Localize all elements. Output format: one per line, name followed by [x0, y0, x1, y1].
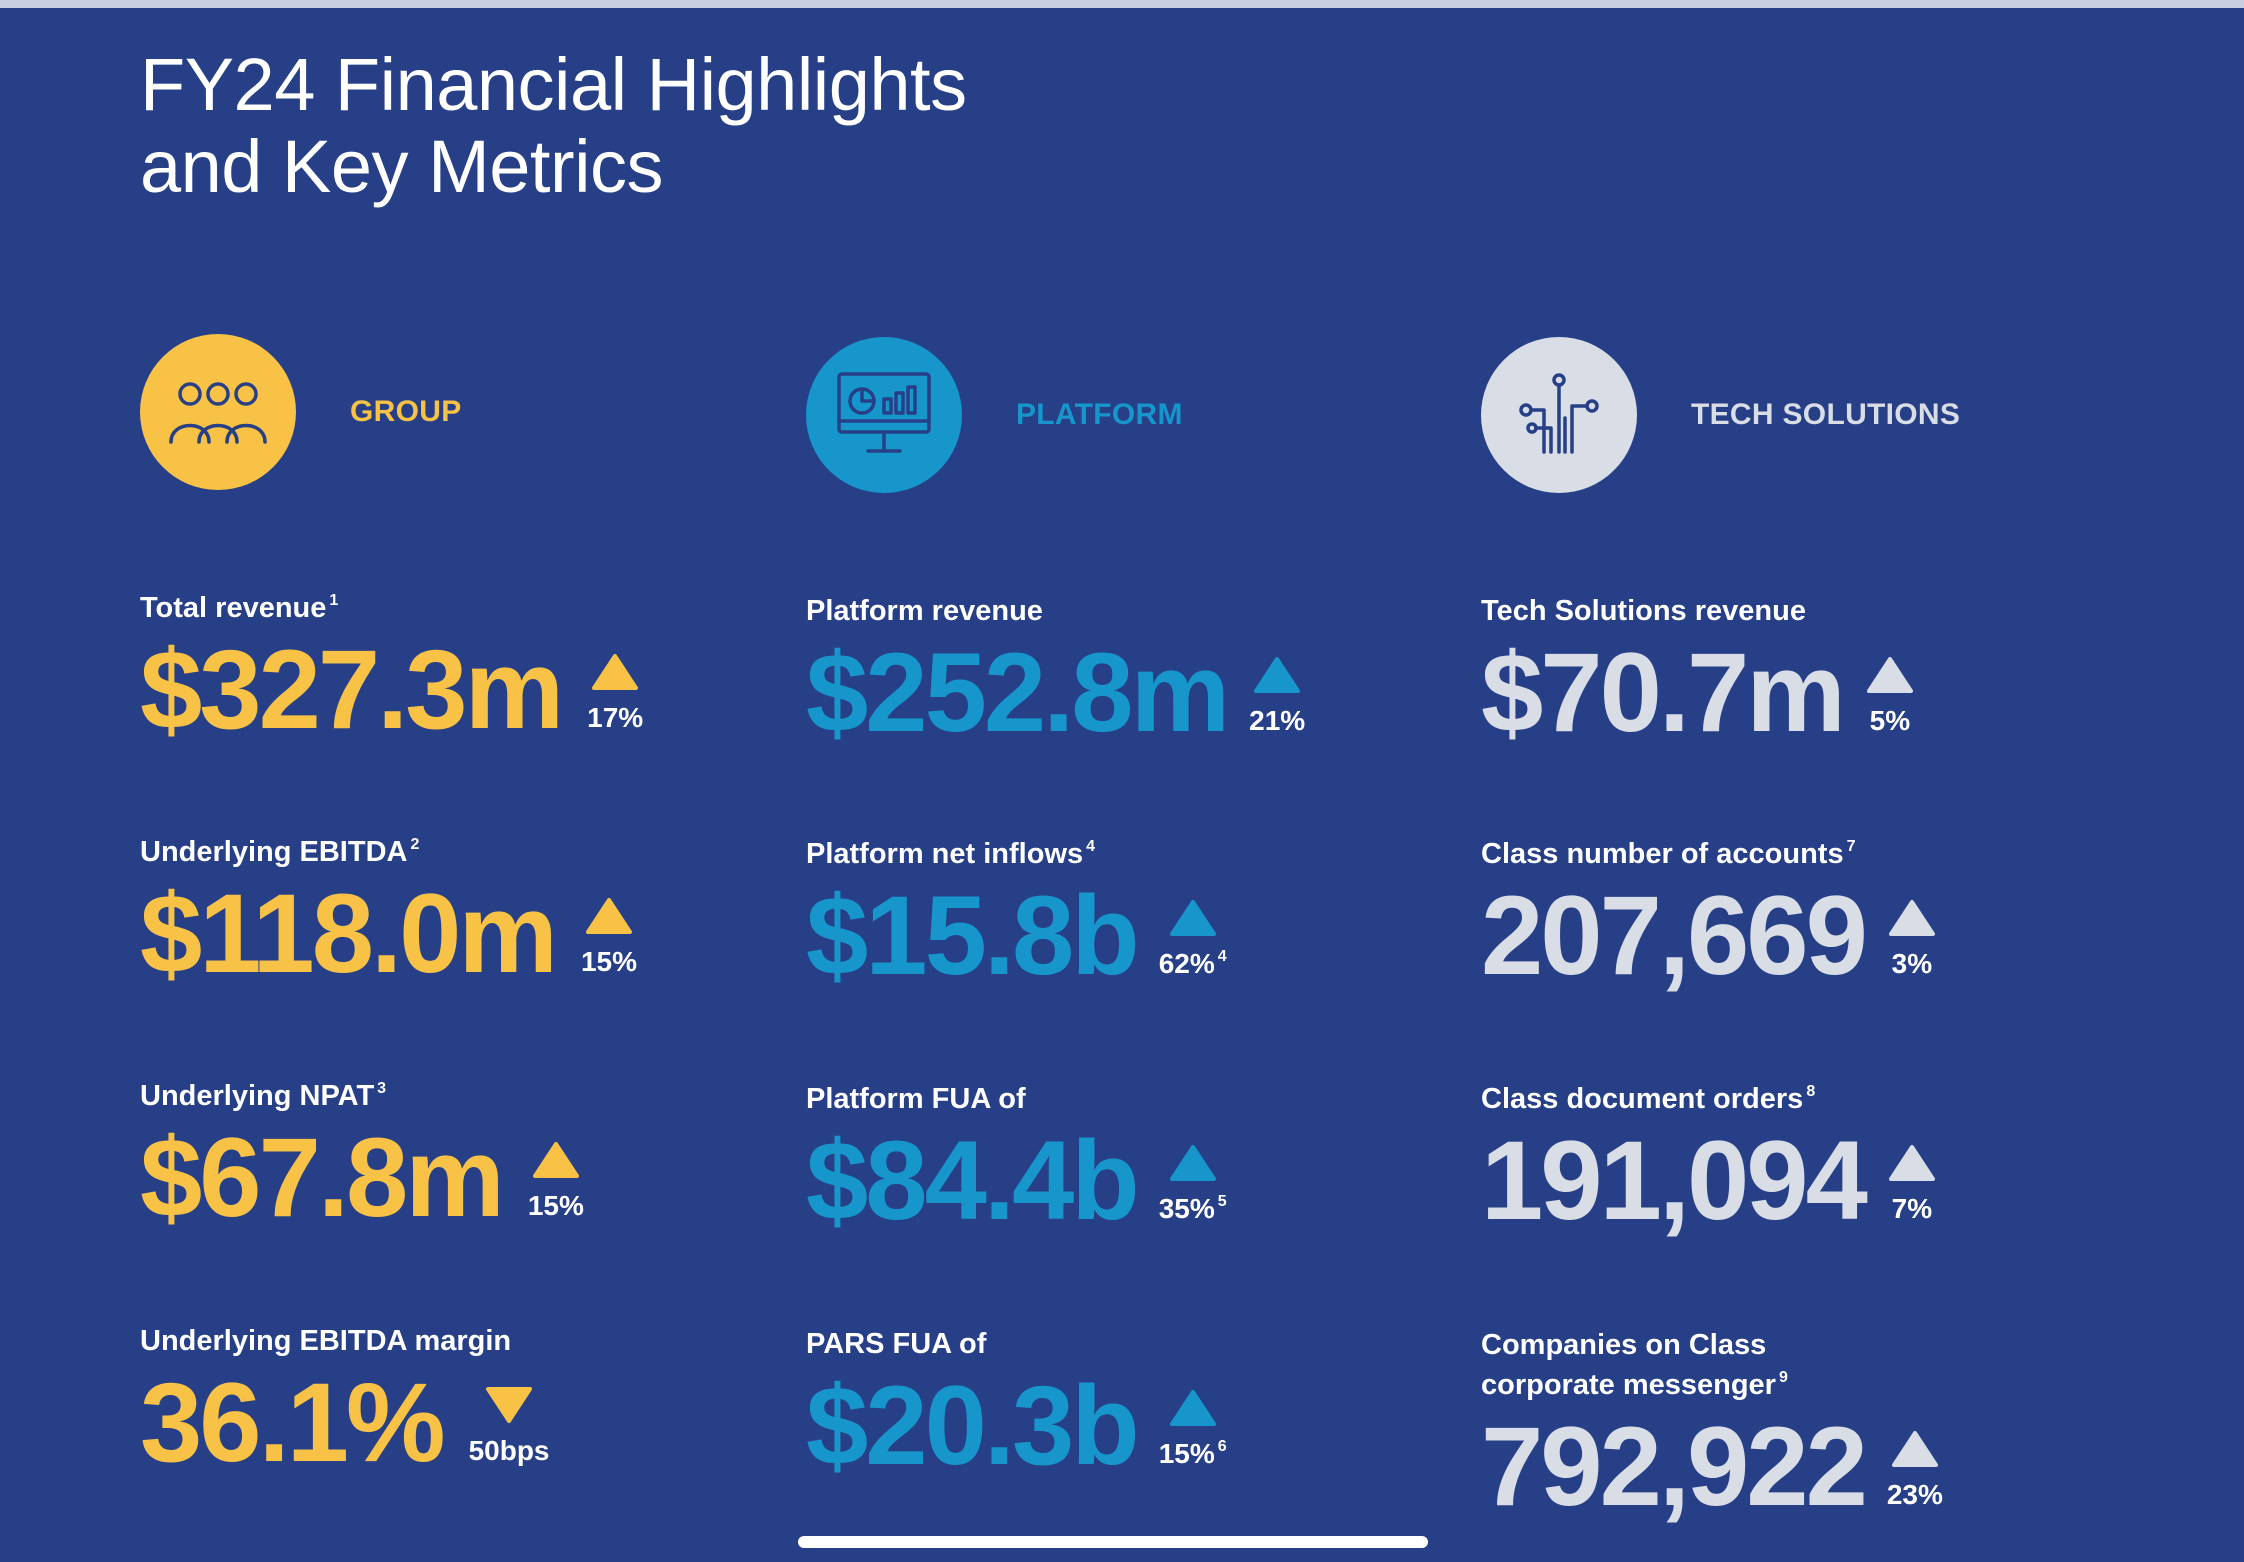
top-strip — [0, 0, 2244, 8]
tech-solutions-header: TECH SOLUTIONS — [1481, 337, 1960, 493]
change-indicator: 15% — [581, 896, 637, 978]
footnote-ref: 3 — [377, 1080, 387, 1097]
up-arrow-icon — [1866, 657, 1913, 693]
metric-value: $67.8m — [140, 1115, 505, 1240]
down-arrow-icon — [486, 1387, 533, 1423]
metric-value: $15.8b — [806, 873, 1140, 998]
platform-header: PLATFORM — [806, 337, 1183, 493]
metric-pars-fua: PARS FUA of $20.3b 15% 6 — [806, 1324, 1227, 1484]
metric-value: $252.8m — [806, 630, 1230, 755]
change-indicator: 50bps — [469, 1385, 550, 1467]
change-value: 50bps — [468, 1435, 550, 1466]
change-value: 21% — [1249, 705, 1306, 736]
footnote-ref: 8 — [1806, 1083, 1816, 1100]
metric-label: Underlying EBITDA margin — [140, 1325, 512, 1357]
change-indicator: 62% 4 — [1159, 898, 1227, 980]
change-indicator: 3% — [1887, 898, 1937, 980]
metric-value: $118.0m — [140, 871, 558, 996]
up-arrow-icon — [1169, 1390, 1216, 1426]
page-title-line-2: and Key Metrics — [140, 125, 664, 208]
change-value: 15% — [580, 946, 638, 977]
metric-label: Platform net inflows 4 — [806, 838, 1096, 870]
change-indicator: 15% 6 — [1159, 1388, 1227, 1470]
metric-platform-fua: Platform FUA of $84.4b 35% 5 — [806, 1079, 1227, 1239]
metric-value: $70.7m — [1481, 630, 1846, 755]
change-indicator: 7% — [1887, 1143, 1937, 1225]
change-value: 15% 6 — [1158, 1438, 1227, 1469]
group-heading: GROUP — [350, 395, 462, 428]
metric-value: $20.3b — [806, 1363, 1140, 1488]
metric-underlying-npat: Underlying NPAT 3 $67.8m 15% — [140, 1076, 584, 1236]
monitor-chart-icon — [806, 337, 962, 493]
platform-heading: PLATFORM — [1016, 398, 1183, 431]
up-arrow-icon — [585, 898, 632, 934]
metric-label: Tech Solutions revenue — [1481, 595, 1806, 627]
home-indicator[interactable] — [798, 1536, 1428, 1548]
metric-label: Underlying EBITDA 2 — [140, 836, 420, 868]
change-value: 15% — [527, 1190, 584, 1221]
metric-label: Platform revenue — [806, 595, 1043, 627]
footnote-ref: 6 — [1217, 1438, 1227, 1455]
change-value: 17% — [587, 702, 644, 733]
metric-total-revenue: Total revenue 1 $327.3m 17% — [140, 588, 643, 748]
change-value: 35% 5 — [1158, 1193, 1227, 1224]
people-group-icon — [140, 334, 296, 490]
metric-label: PARS FUA of — [806, 1328, 987, 1360]
metric-value: $327.3m — [140, 627, 564, 752]
footnote-ref: 4 — [1086, 838, 1096, 855]
metric-label: Class document orders 8 — [1481, 1083, 1816, 1115]
metric-class-document-orders: Class document orders 8 191,094 7% — [1481, 1079, 1937, 1239]
change-value: 7% — [1891, 1193, 1933, 1224]
up-arrow-icon — [1169, 1145, 1216, 1181]
up-arrow-icon — [1169, 900, 1216, 936]
metric-value: 207,669 — [1481, 873, 1868, 998]
page-title: FY24 Financial Highlights and Key Metric… — [140, 44, 967, 208]
metric-label: Platform FUA of — [806, 1083, 1026, 1115]
metric-label: Companies on Class corporate messenger 9 — [1481, 1329, 1788, 1401]
metric-underlying-ebitda: Underlying EBITDA 2 $118.0m 15% — [140, 832, 637, 992]
change-value: 3% — [1891, 948, 1933, 979]
metric-value: 792,922 — [1481, 1404, 1868, 1529]
metric-underlying-ebitda-margin: Underlying EBITDA margin 36.1% 50bps — [140, 1321, 550, 1481]
metric-class-number-of-accounts: Class number of accounts 7 207,669 3% — [1481, 834, 1937, 994]
up-arrow-icon — [1254, 657, 1301, 693]
circuit-icon — [1481, 337, 1637, 493]
metric-companies-on-class-corporate-messenger: Companies on Class corporate messenger 9 7… — [1481, 1325, 1943, 1525]
up-arrow-icon — [532, 1142, 579, 1178]
footnote-ref: 7 — [1846, 838, 1856, 855]
up-arrow-icon — [1888, 900, 1935, 936]
change-indicator: 17% — [587, 652, 643, 734]
up-arrow-icon — [1888, 1145, 1935, 1181]
metric-label: Underlying NPAT 3 — [140, 1080, 387, 1112]
metric-tech-solutions-revenue: Tech Solutions revenue $70.7m 5% — [1481, 591, 1915, 751]
metric-platform-revenue: Platform revenue $252.8m 21% — [806, 591, 1305, 751]
change-value: 5% — [1869, 705, 1911, 736]
change-value: 62% 4 — [1158, 948, 1227, 979]
footnote-ref: 1 — [329, 592, 339, 609]
metric-value: 191,094 — [1481, 1118, 1868, 1243]
footnote-ref: 5 — [1217, 1193, 1227, 1210]
change-indicator: 15% — [528, 1140, 584, 1222]
change-value: 23% — [1886, 1479, 1943, 1510]
change-indicator: 5% — [1865, 655, 1915, 737]
metric-value: 36.1% — [140, 1360, 446, 1485]
footnote-ref: 9 — [1778, 1369, 1788, 1386]
footnote-ref: 4 — [1217, 948, 1227, 965]
tech-solutions-heading: TECH SOLUTIONS — [1691, 398, 1961, 431]
metric-value: $84.4b — [806, 1118, 1140, 1243]
footnote-ref: 2 — [410, 836, 420, 853]
up-arrow-icon — [592, 654, 639, 690]
change-indicator: 35% 5 — [1159, 1143, 1227, 1225]
metric-platform-net-inflows: Platform net inflows 4 $15.8b 62% 4 — [806, 834, 1227, 994]
group-header: GROUP — [140, 334, 462, 490]
page-title-line-1: FY24 Financial Highlights — [140, 43, 967, 126]
metric-label: Class number of accounts 7 — [1481, 838, 1856, 870]
up-arrow-icon — [1891, 1431, 1938, 1467]
metric-label: Total revenue 1 — [140, 592, 339, 624]
change-indicator: 23% — [1887, 1429, 1943, 1511]
change-indicator: 21% — [1249, 655, 1305, 737]
